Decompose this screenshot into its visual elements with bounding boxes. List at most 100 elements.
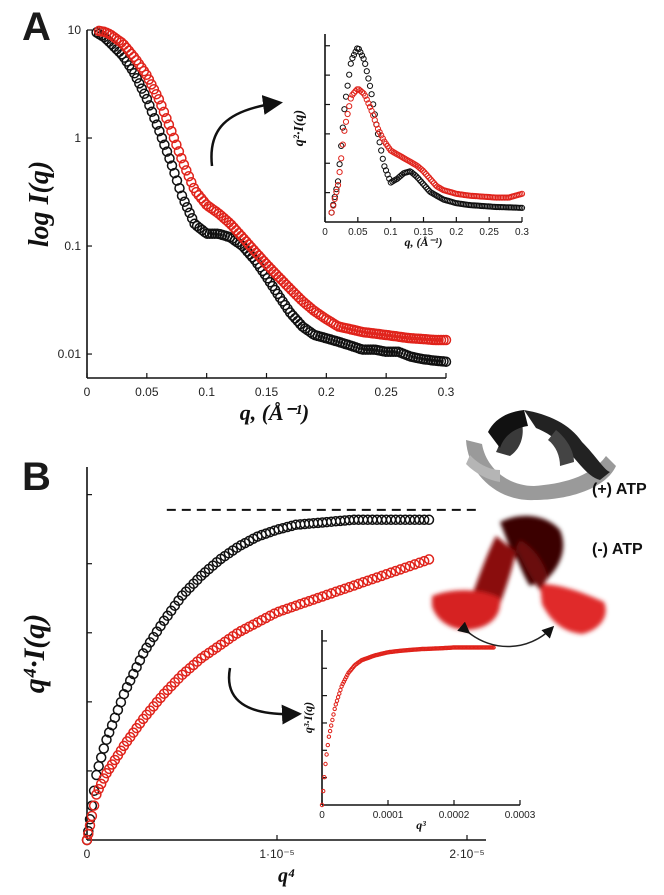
data-point [93, 760, 104, 772]
data-point [379, 135, 386, 142]
data-point [322, 775, 327, 780]
y-axis-label: q²·I(q) [292, 110, 307, 146]
data-point [148, 84, 160, 95]
panel-a-label: A [22, 5, 51, 49]
data-point [418, 514, 430, 526]
data-point [371, 572, 383, 583]
data-point [332, 706, 337, 712]
data-point [357, 577, 369, 588]
legend-plus-atp: (+) ATP [592, 481, 647, 498]
data-point [518, 204, 526, 211]
data-point [169, 167, 180, 179]
data-point [384, 171, 391, 178]
data-point [366, 103, 374, 111]
data-point [148, 631, 159, 643]
data-point [141, 93, 153, 105]
data-point [346, 103, 353, 110]
data-point [336, 169, 343, 176]
data-point [390, 565, 401, 577]
data-point [423, 514, 435, 526]
x-tick-label: 0.15 [255, 385, 279, 399]
data-point [98, 773, 110, 784]
y-axis-label: q³·I(q) [301, 702, 315, 733]
data-point [186, 213, 198, 224]
data-point [357, 49, 364, 56]
data-point [429, 178, 436, 185]
x-tick-label: 0.25 [479, 227, 499, 238]
data-point [422, 184, 430, 191]
data-point [355, 45, 362, 53]
data-point [374, 125, 382, 132]
data-point [333, 186, 340, 193]
data-point [171, 139, 182, 150]
data-point [423, 554, 435, 565]
data-point [398, 171, 406, 178]
data-point [174, 182, 185, 194]
data-point [418, 555, 430, 567]
data-point [265, 263, 277, 275]
data-point [409, 559, 420, 570]
x-tick-label: 0.0003 [505, 810, 536, 821]
data-point [143, 74, 155, 85]
data-point [95, 752, 107, 763]
x-tick-label: 0.2 [449, 227, 463, 238]
data-point [131, 72, 143, 84]
data-point [290, 289, 302, 301]
x-tick-label: 0.3 [515, 227, 529, 238]
data-point [183, 171, 195, 182]
data-point [326, 734, 332, 739]
data-point [317, 591, 328, 602]
data-point [88, 800, 100, 811]
data-point [348, 580, 360, 591]
data-point [362, 575, 373, 586]
data-point [336, 161, 343, 168]
data-point [341, 127, 348, 134]
data-point [288, 287, 299, 298]
data-point [344, 110, 351, 118]
x-tick-label: 0 [319, 810, 325, 821]
data-point [350, 89, 358, 97]
data-point [270, 269, 282, 280]
data-point [339, 583, 351, 594]
data-point [321, 788, 326, 794]
data-point [86, 810, 98, 822]
data-point [129, 68, 140, 79]
data-point [344, 581, 355, 593]
x-tick-label: 2·10⁻⁵ [449, 847, 484, 861]
data-point [98, 743, 110, 754]
data-point [419, 180, 426, 187]
protein-structure-minus-atp [432, 515, 606, 634]
series-black [328, 45, 526, 216]
data-point [126, 48, 137, 60]
data-point [184, 207, 195, 219]
data-point [350, 51, 358, 59]
data-point [426, 174, 433, 181]
x-tick-label: 0.2 [318, 385, 335, 399]
data-point [179, 196, 190, 207]
data-point [166, 125, 177, 137]
x-tick-label: 0.0001 [373, 810, 404, 821]
data-point [334, 178, 342, 185]
data-point [418, 166, 425, 173]
data-point [81, 834, 93, 846]
data-point [381, 569, 392, 580]
data-point [414, 175, 422, 182]
data-point [518, 190, 526, 197]
data-point [331, 712, 336, 717]
data-point [141, 642, 152, 654]
panel-a-inset-chart: 0 0.05 0.1 0.15 0.2 0.25 0.3 q, (Å⁻¹) q²·I(q) [292, 34, 529, 249]
double-arrow-icon [457, 621, 555, 648]
data-point [191, 186, 202, 198]
data-point [404, 560, 416, 572]
data-point [347, 95, 354, 102]
data-point [414, 557, 425, 569]
data-point [427, 176, 434, 183]
data-point [290, 600, 302, 611]
data-point [327, 728, 333, 734]
data-point [421, 169, 428, 176]
data-point [395, 564, 406, 575]
data-point [91, 789, 102, 800]
data-point [199, 226, 210, 238]
y-tick-label: 0.1 [64, 239, 81, 253]
data-point [323, 761, 328, 767]
